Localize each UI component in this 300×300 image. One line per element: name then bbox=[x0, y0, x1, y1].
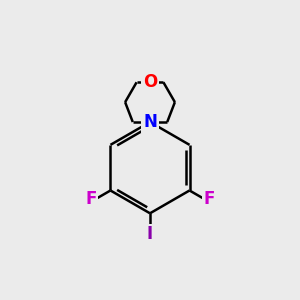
Text: I: I bbox=[147, 225, 153, 243]
Text: F: F bbox=[203, 190, 214, 208]
Text: N: N bbox=[143, 113, 157, 131]
Text: F: F bbox=[85, 190, 97, 208]
Text: O: O bbox=[143, 73, 157, 91]
